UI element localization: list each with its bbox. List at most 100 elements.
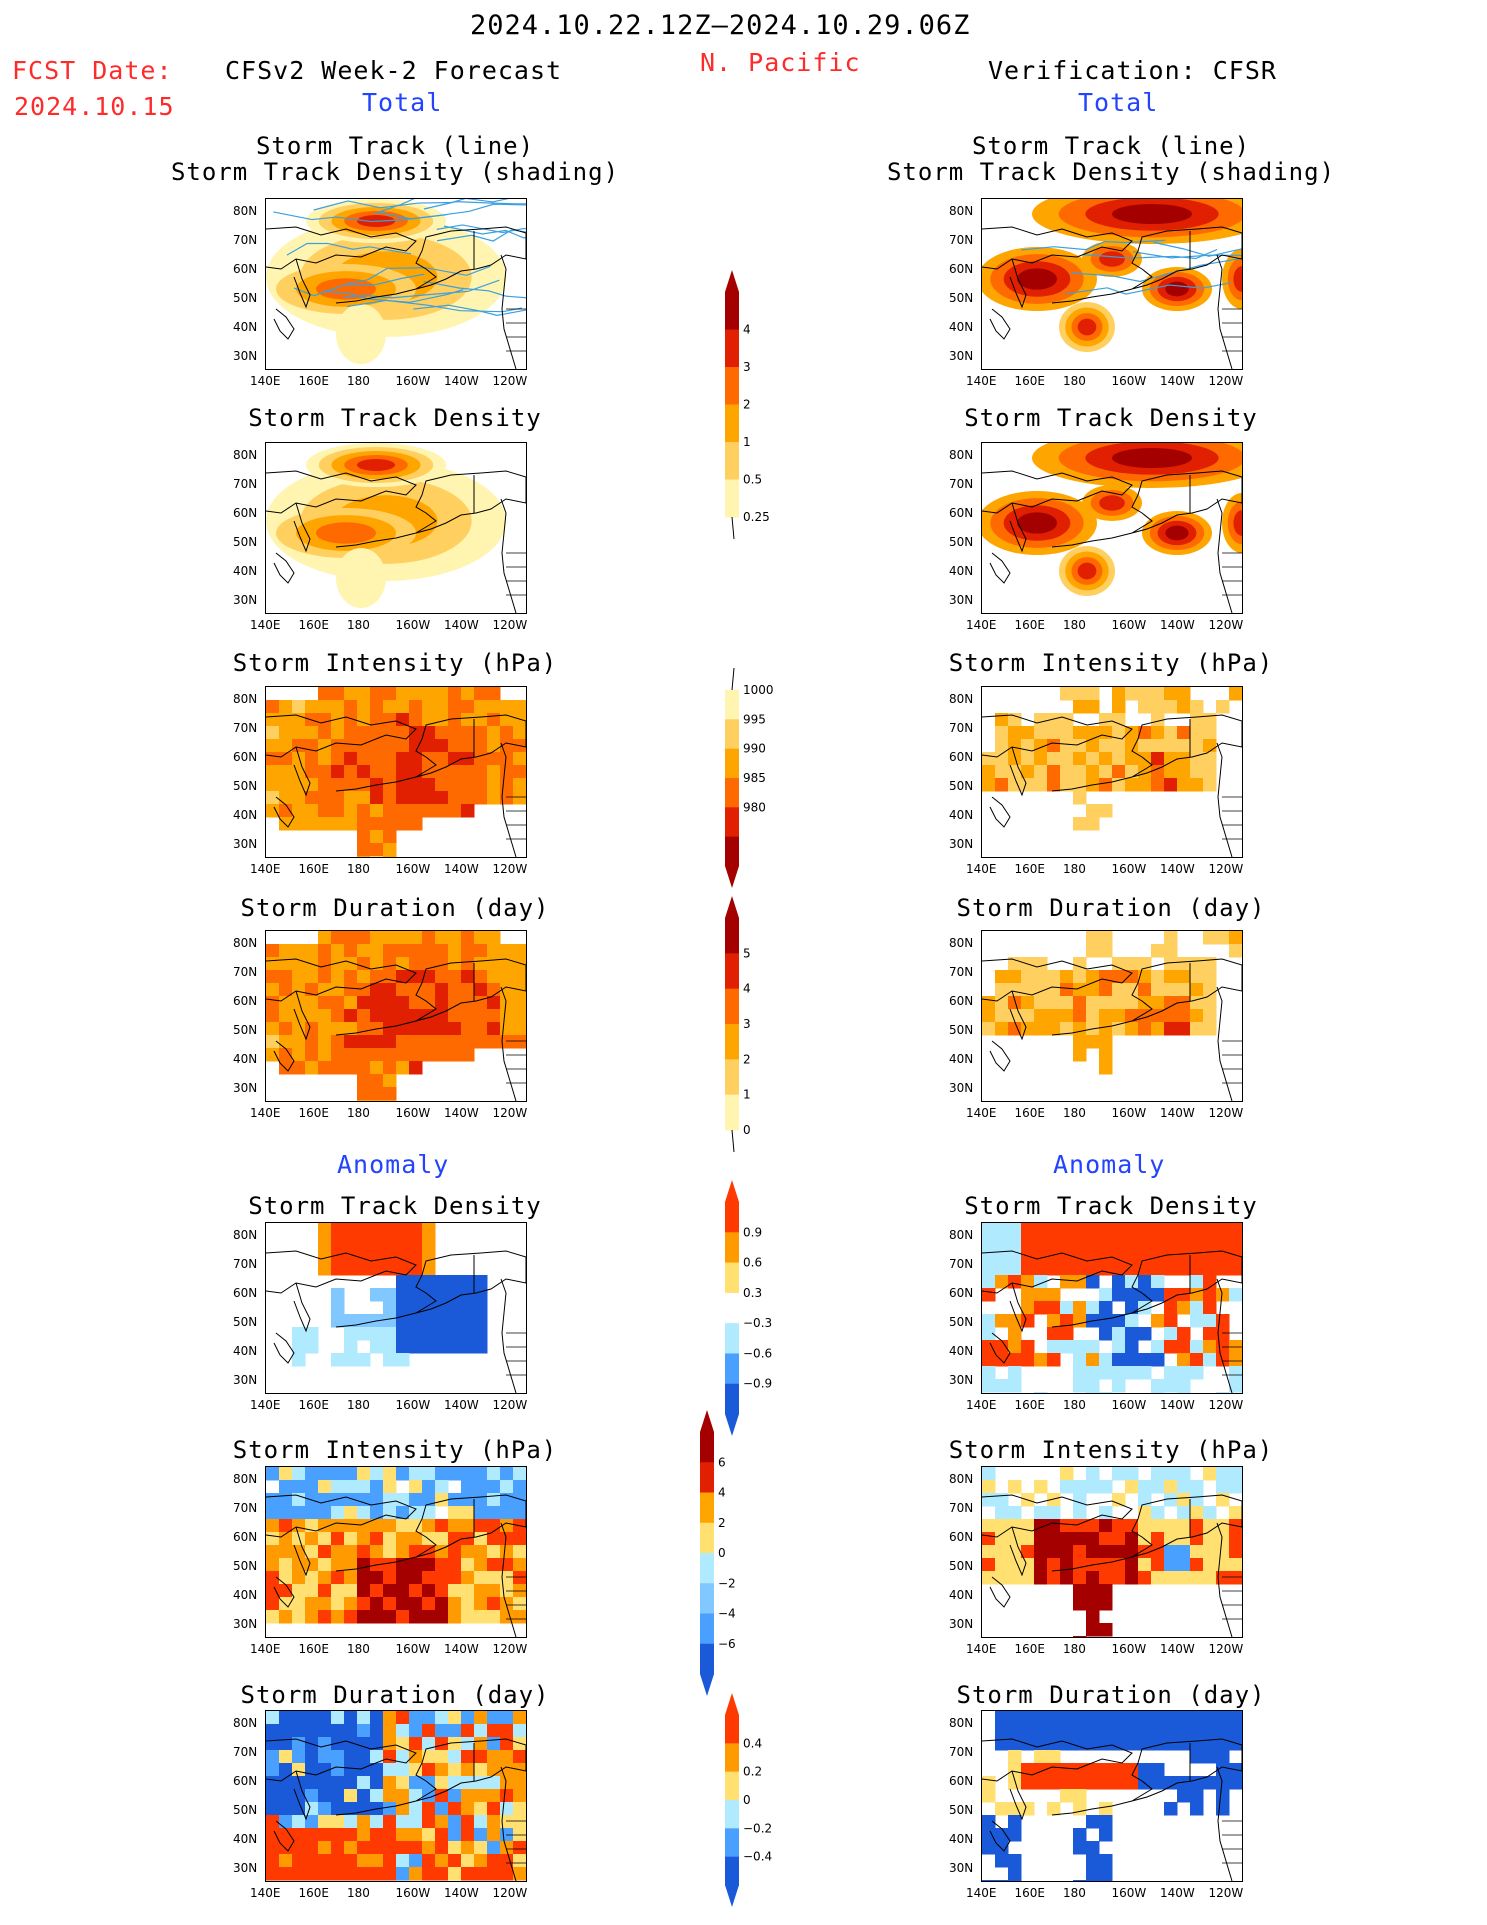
colorbar-tick-label: −0.3	[743, 1316, 772, 1330]
colorbar-tick-label: 0	[743, 1123, 751, 1137]
colorbar-tick-label: −4	[718, 1607, 736, 1621]
x-tick-label: 160W	[1111, 1642, 1147, 1656]
colorbar-swatch	[725, 918, 739, 954]
map-panel-r7-verification	[981, 1710, 1243, 1882]
x-tick-label: 160E	[298, 618, 330, 632]
panel-title-duration-anom-left: Storm Duration (day)	[240, 1681, 550, 1709]
y-tick-label: 50N	[233, 1803, 258, 1817]
y-tick-label: 50N	[233, 535, 258, 549]
panel-title-intensity-left: Storm Intensity (hPa)	[232, 649, 558, 677]
map-field	[982, 687, 1242, 857]
panel-title-duration-anom-right: Storm Duration (day)	[956, 1681, 1266, 1709]
x-tick-label: 120W	[492, 1398, 528, 1412]
x-tick-label: 160E	[298, 1642, 330, 1656]
colorbar-tick-label: 995	[743, 712, 766, 726]
y-tick-label: 70N	[233, 965, 258, 979]
y-tick-label: 80N	[949, 936, 974, 950]
y-tick-label: 60N	[233, 994, 258, 1008]
x-tick-label: 140W	[1160, 1398, 1195, 1412]
x-tick-label: 120W	[1208, 1106, 1244, 1120]
y-tick-label: 50N	[233, 1023, 258, 1037]
x-tick-label: 120W	[1208, 618, 1244, 632]
colorbar-tick-label: −0.2	[743, 1821, 772, 1835]
total-label-right: Total	[1078, 88, 1159, 117]
map-panel-r5-forecast	[265, 1222, 527, 1394]
colorbar-tick-label: −2	[718, 1576, 736, 1590]
x-tick-label: 140E	[966, 618, 997, 632]
y-tick-label: 60N	[949, 506, 974, 520]
x-tick-label: 180	[1063, 1106, 1086, 1120]
colorbar-swatch	[700, 1432, 714, 1463]
y-tick-label: 80N	[949, 1228, 974, 1242]
x-tick-label: 120W	[492, 862, 528, 876]
colorbar-swatch	[700, 1643, 714, 1675]
colorbar-tick-label: 0	[718, 1546, 726, 1560]
colorbar-swatch	[700, 1462, 714, 1493]
x-tick-label: 140W	[444, 618, 479, 632]
colorbar-tick-label: 0	[743, 1793, 751, 1807]
colorbar-swatch	[725, 1800, 739, 1829]
x-tick-label: 180	[1063, 1398, 1086, 1412]
colorbar-density-total: 4 3 2 1 0.5 0.25	[725, 270, 770, 540]
colorbar-swatch	[725, 988, 739, 1025]
panel-title-duration-left: Storm Duration (day)	[240, 894, 550, 922]
panel-title-duration-right: Storm Duration (day)	[956, 894, 1266, 922]
colorbar-tick-label: 1000	[743, 683, 774, 697]
x-tick-label: 140E	[250, 1398, 281, 1412]
colorbar-swatch	[725, 719, 739, 750]
y-tick-label: 30N	[233, 349, 258, 363]
panel-title-intensity-right: Storm Intensity (hPa)	[948, 649, 1274, 677]
y-tick-label: 70N	[949, 721, 974, 735]
y-tick-label: 60N	[949, 1774, 974, 1788]
colorbar-intensity-anom: 6 4 2 0 −2 −4 −6	[700, 1410, 736, 1696]
colorbar-swatch	[725, 1353, 739, 1385]
panel-title-density-anom-left: Storm Track Density	[248, 1192, 542, 1220]
x-tick-label: 120W	[1208, 862, 1244, 876]
y-tick-label: 50N	[233, 779, 258, 793]
x-tick-label: 140W	[444, 1106, 479, 1120]
x-tick-label: 160W	[395, 618, 431, 632]
x-tick-label: 140E	[966, 1398, 997, 1412]
y-tick-label: 60N	[233, 1774, 258, 1788]
x-tick-label: 160W	[1111, 1886, 1147, 1900]
colorbar-swatch	[725, 329, 739, 368]
y-tick-label: 70N	[233, 477, 258, 491]
colorbar-tick-label: 0.25	[743, 510, 770, 524]
colorbar-tick-label: −0.9	[743, 1377, 772, 1391]
map-panel-r7-forecast	[265, 1710, 527, 1882]
colorbar-tick-label: −0.6	[743, 1346, 772, 1360]
y-tick-label: 80N	[949, 204, 974, 218]
x-tick-label: 160E	[298, 1398, 330, 1412]
y-tick-label: 50N	[949, 1023, 974, 1037]
y-tick-label: 50N	[949, 1559, 974, 1573]
colorbar-tick-label: 0.9	[743, 1225, 762, 1239]
colorbar-swatch	[725, 1059, 739, 1096]
x-tick-label: 180	[1063, 374, 1086, 388]
colorbar-swatch	[725, 404, 739, 443]
colorbar-tick-label: 990	[743, 742, 766, 756]
x-tick-label: 180	[347, 374, 370, 388]
x-tick-label: 140W	[444, 862, 479, 876]
x-tick-label: 140E	[250, 1106, 281, 1120]
colorbar-swatch	[725, 1292, 739, 1324]
x-tick-label: 140W	[444, 1642, 479, 1656]
y-tick-label: 70N	[949, 1257, 974, 1271]
x-tick-label: 160W	[395, 862, 431, 876]
map-panel-r2-forecast	[265, 442, 527, 614]
colorbar-tick-label: 3	[743, 1017, 751, 1031]
y-tick-label: 40N	[233, 320, 258, 334]
x-tick-label: 140E	[250, 1642, 281, 1656]
colorbar-swatch	[725, 1856, 739, 1886]
y-tick-label: 40N	[949, 1588, 974, 1602]
y-tick-label: 60N	[233, 506, 258, 520]
y-tick-label: 40N	[949, 1344, 974, 1358]
y-tick-label: 70N	[233, 1257, 258, 1271]
total-label-left: Total	[362, 88, 443, 117]
x-tick-label: 180	[347, 618, 370, 632]
y-tick-label: 30N	[233, 1373, 258, 1387]
colorbar-tick-label: 980	[743, 800, 766, 814]
x-tick-label: 180	[1063, 1642, 1086, 1656]
y-tick-label: 70N	[233, 233, 258, 247]
colorbar-tick-label: 2	[743, 1052, 751, 1066]
colorbar-end-triangle	[725, 270, 739, 292]
